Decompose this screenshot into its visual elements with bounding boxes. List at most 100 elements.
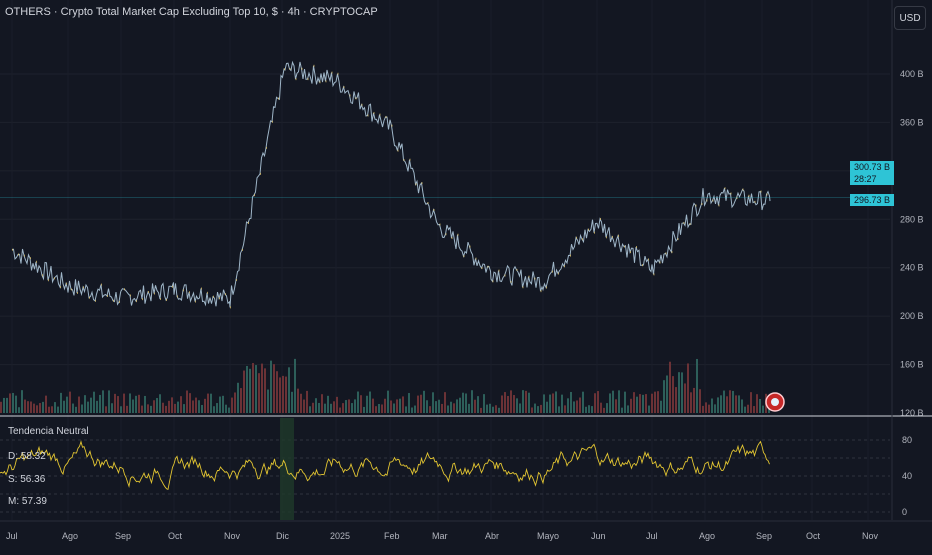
volume-bar [429,406,431,413]
candle-mark [301,67,303,70]
volume-bar [174,403,176,413]
indicator-s-value: 56.36 [20,474,46,485]
volume-bar [417,395,419,413]
volume-bar [393,403,395,413]
volume-bar [528,392,530,413]
volume-bar [138,394,140,413]
volume-bar [213,406,215,413]
volume-bar [330,403,332,413]
indicator-m-value: 57.39 [21,496,47,507]
volume-bar [69,391,71,413]
volume-bar [9,393,11,413]
volume-bar [408,393,410,413]
candle-mark [18,253,19,256]
volume-bar [6,397,8,413]
volume-bar [648,405,650,413]
volume-bar [522,390,524,413]
candle-mark [653,273,655,276]
volume-bar [627,405,629,413]
volume-bar [603,407,605,413]
candle-mark [230,306,231,309]
candle-mark [295,78,297,81]
volume-bar [690,392,692,413]
volume-bar [285,376,287,413]
candle-mark [113,299,114,302]
volume-bar [249,368,251,413]
volume-bar [465,393,467,413]
volume-bar [420,394,422,413]
volume-bar [141,405,143,413]
volume-bar [372,398,374,413]
volume-bar [237,382,239,413]
volume-bar [606,403,608,413]
volume-bar [171,397,173,413]
candle-mark [36,260,37,263]
currency-button[interactable]: USD [894,6,926,30]
candle-mark [534,277,536,280]
volume-bar [66,396,68,413]
volume-bar [507,395,509,413]
volume-bar [669,361,671,413]
candle-mark [492,280,494,283]
candle-mark [136,300,137,303]
volume-bar [477,396,479,413]
candle-mark [254,194,255,197]
candle-mark [748,194,750,197]
candle-mark [546,286,547,289]
volume-bar [588,405,590,413]
candle-mark [48,279,49,282]
candle-mark [95,299,96,302]
volume-bar [444,392,446,413]
indicator-axis-label: 40 [902,471,912,481]
time-axis-label: Abr [485,531,499,541]
volume-bar [333,401,335,413]
time-axis-label: Oct [806,531,821,541]
candle-mark [624,245,625,248]
volume-bar [531,407,533,413]
volume-bar [321,394,323,413]
volume-bar [12,392,14,413]
volume-bar [435,401,437,413]
candle-mark [66,282,67,285]
candle-mark [504,274,506,277]
price-axis-label: 120 B [900,408,924,418]
candle-mark [77,291,78,294]
candle-mark [636,246,637,249]
volume-bar [150,405,152,413]
candle-mark [183,289,184,292]
volume-bar [168,400,170,413]
candle-mark [612,235,613,238]
volume-bar [354,399,356,413]
volume-bar [402,396,404,413]
volume-bar [597,391,599,413]
volume-bar [3,397,5,413]
volume-bar [60,392,62,413]
indicator-d-row: D: 58.32 [8,451,46,462]
volume-bar [744,406,746,413]
indicator-s-row: S: 56.36 [8,474,45,485]
candle-mark [742,188,744,191]
volume-bar [543,394,545,413]
candle-mark [712,199,714,202]
time-axis-label: Sep [756,531,772,541]
candle-mark [445,233,447,236]
candle-mark [582,238,583,241]
volume-bar [315,398,317,413]
volume-bar [99,394,101,413]
candle-mark [242,248,243,251]
candle-mark [284,68,285,71]
indicator-s-label: S: [8,474,18,485]
volume-bar [612,390,614,413]
volume-bar [96,400,98,413]
volume-bar [546,401,548,413]
candle-mark [594,231,595,234]
volume-bar [378,403,380,413]
candle-mark [475,257,477,260]
candle-mark [718,204,720,207]
candle-mark [101,283,102,286]
volume-bar [42,401,44,413]
volume-bar [54,402,56,413]
volume-bar [678,372,680,413]
